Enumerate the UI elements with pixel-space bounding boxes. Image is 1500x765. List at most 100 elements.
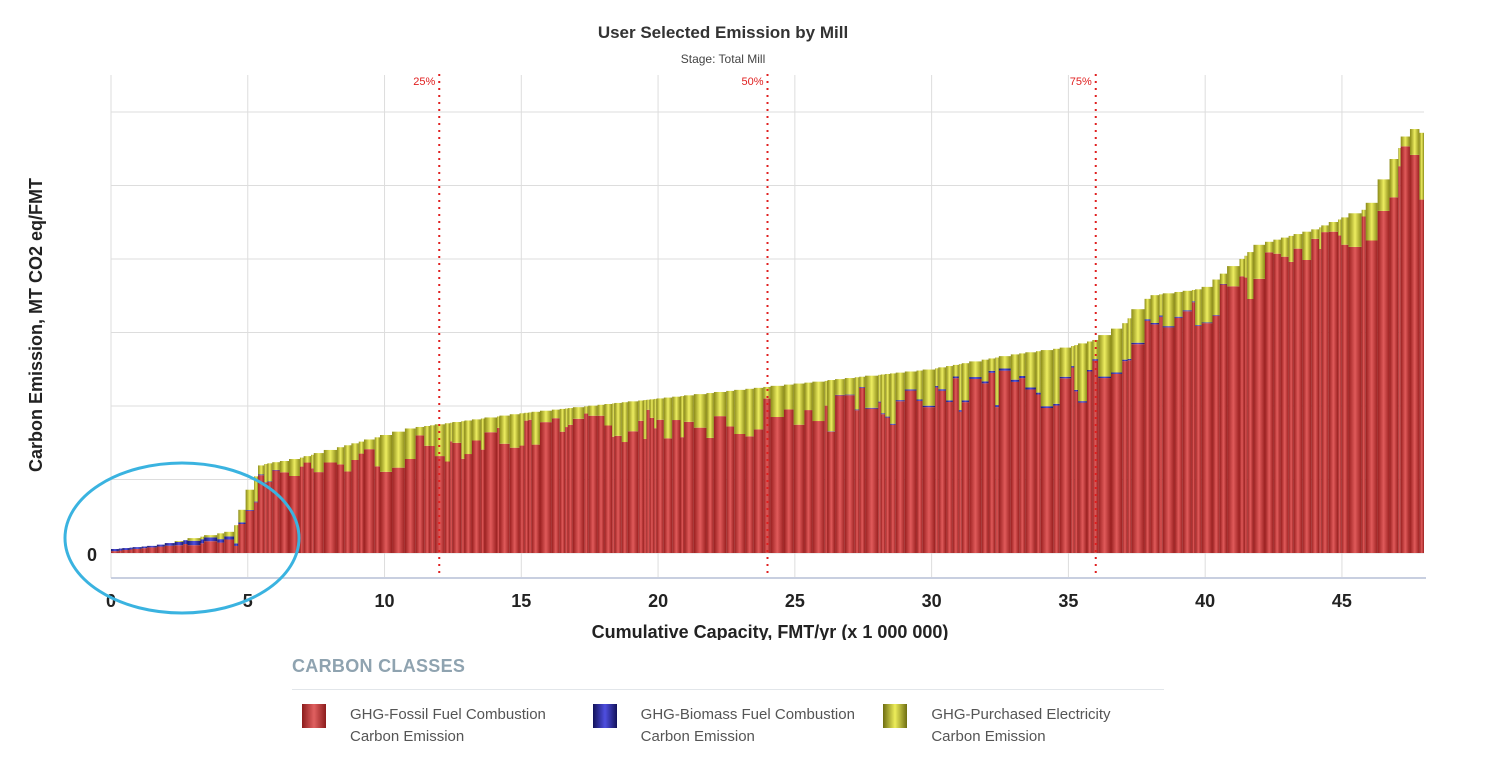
biomass-bar [958, 410, 962, 412]
biomass-bar [156, 544, 165, 547]
fossil-bar [1239, 276, 1245, 553]
fossil-bar [1288, 261, 1294, 553]
electricity-bar [680, 396, 685, 438]
fossil-bar [129, 549, 133, 553]
biomass-bar [204, 537, 218, 542]
fossil-bar [1159, 316, 1163, 553]
fossil-bar [258, 475, 265, 553]
electricity-bar [559, 408, 566, 432]
fossil-bar [1053, 405, 1060, 553]
fossil-bar [935, 387, 939, 553]
biomass-bar [1092, 359, 1099, 361]
legend-electricity-line2: Carbon Emission [931, 728, 1046, 745]
fossil-bar [303, 462, 312, 553]
electricity-bar [1010, 354, 1020, 380]
fossil-bar [878, 402, 881, 553]
fossil-bar [1182, 311, 1192, 553]
fossil-bar [528, 419, 532, 553]
quartile-label: 50% [741, 76, 763, 88]
electricity-bar [344, 445, 352, 472]
electricity-bar [663, 397, 673, 439]
fossil-bar [643, 438, 647, 553]
fossil-bar [1150, 324, 1160, 553]
biomass-bar [1019, 375, 1026, 379]
fossil-bar [763, 398, 771, 553]
fossil-bar [1122, 361, 1128, 553]
biomass-bar [904, 389, 917, 391]
electricity-bar [1341, 217, 1349, 245]
fossil-bar [452, 442, 462, 553]
legend-item-electricity[interactable]: GHG-Purchased Electricity Carbon Emission [873, 704, 1164, 748]
legend-item-biomass[interactable]: GHG-Biomass Fuel Combustion Carbon Emissi… [583, 704, 874, 748]
fossil-bar [1389, 197, 1399, 553]
fossil-bar [234, 545, 239, 553]
electricity-bar [672, 396, 681, 421]
fossil-bar [904, 390, 917, 553]
legend-item-fossil[interactable]: GHG-Fossil Fuel Combustion Carbon Emissio… [292, 704, 583, 748]
electricity-bar [588, 405, 598, 416]
electricity-bar [187, 538, 201, 541]
electricity-bar [1098, 335, 1112, 377]
biomass-bar [1025, 387, 1036, 390]
electricity-bar [272, 462, 280, 470]
fossil-bar [122, 550, 130, 553]
fossil-bar [245, 510, 255, 553]
fossil-bar [812, 421, 825, 553]
biomass-bar [245, 510, 255, 511]
fossil-bar [649, 417, 655, 553]
electricity-bar [1040, 350, 1054, 407]
electricity-bar [464, 420, 472, 455]
electricity-bar [995, 357, 999, 406]
electricity-bar [264, 464, 268, 483]
fossil-bar [1348, 246, 1362, 553]
fossil-bar [1293, 248, 1303, 554]
electricity-bar [415, 426, 425, 436]
fossil-bar [1328, 231, 1339, 553]
fossil-bar [1338, 235, 1342, 553]
fossil-bar [804, 410, 813, 553]
electricity-bar [745, 388, 754, 437]
electricity-bar [1078, 343, 1088, 402]
electricity-bar [1321, 225, 1329, 233]
biomass-bar [1078, 401, 1088, 403]
fossil-bar [922, 407, 936, 553]
fossil-bar [1111, 373, 1123, 553]
fossil-bar [344, 471, 352, 553]
electricity-bar [793, 383, 805, 425]
fossil-bar [745, 436, 754, 553]
fossil-bar [1265, 252, 1274, 554]
electricity-bar [1071, 346, 1075, 367]
electricity-bar [484, 417, 497, 433]
biomass-bar [890, 423, 896, 425]
biomass-bar [859, 387, 866, 388]
biomass-bar [998, 368, 1011, 371]
biomass-bar [1035, 392, 1041, 395]
electricity-bar [1377, 179, 1390, 211]
electricity-bar [499, 415, 510, 444]
electricity-bar [430, 425, 435, 447]
biomass-bar [132, 547, 142, 549]
electricity-bar [890, 373, 896, 424]
biomass-bar [254, 501, 259, 503]
fossil-bar [946, 402, 953, 553]
fossil-bar [272, 470, 280, 553]
electricity-bar [726, 390, 735, 427]
electricity-bar [572, 407, 585, 419]
fossil-bar [358, 453, 364, 553]
biomass-bar [1059, 376, 1072, 379]
electricity-bar [1019, 353, 1026, 376]
electricity-bar [1348, 213, 1362, 247]
biomass-bar [878, 401, 881, 403]
fossil-bar [254, 502, 259, 553]
electricity-bar [565, 408, 569, 428]
fossil-bar [1201, 323, 1213, 553]
fossil-bar [1365, 240, 1378, 553]
fossil-bar [1409, 154, 1420, 554]
electricity-bar [519, 413, 525, 446]
fossil-bar [415, 435, 425, 553]
electricity-bar [1253, 244, 1266, 279]
biomass-bar [1087, 370, 1093, 372]
fossil-bar [1321, 232, 1329, 554]
biomass-bar [1127, 358, 1132, 361]
fossil-bar [434, 456, 445, 553]
